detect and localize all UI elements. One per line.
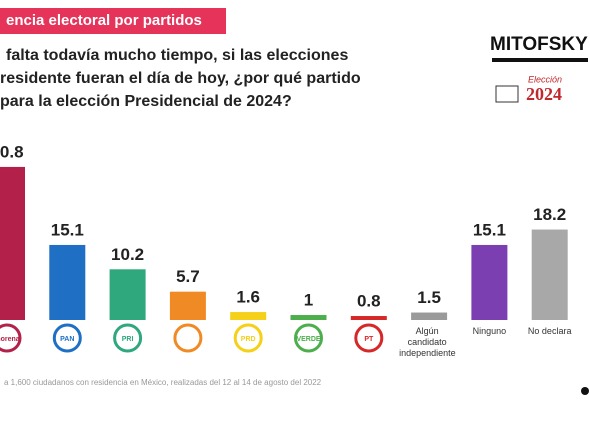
bar xyxy=(49,244,86,320)
party-logo xyxy=(52,323,82,353)
value-label: 1.6 xyxy=(236,288,260,307)
dot xyxy=(581,387,589,395)
party-logo xyxy=(113,323,143,353)
value-label: 15.1 xyxy=(51,220,84,239)
bar xyxy=(531,229,568,320)
bar xyxy=(411,312,448,320)
question-line: para la elección Presidencial de 2024? xyxy=(0,93,292,110)
bar xyxy=(350,316,387,320)
ballot-box xyxy=(495,85,519,103)
title-band xyxy=(0,8,226,34)
category-label: Ninguno xyxy=(472,326,507,336)
question-line: residente fueran el día de hoy, ¿por qué… xyxy=(0,70,361,87)
question-line: falta todavía mucho tiempo, si las elecc… xyxy=(6,47,348,64)
category-label: PRI xyxy=(122,336,134,343)
bar xyxy=(471,244,508,320)
bar xyxy=(230,312,267,320)
party-logo xyxy=(294,323,323,353)
value-label: 30.8 xyxy=(0,142,24,161)
party-logo xyxy=(354,323,384,353)
brand-year: 2024 xyxy=(526,84,562,104)
bar xyxy=(0,166,25,320)
bar xyxy=(169,291,206,320)
party-logo xyxy=(173,323,203,353)
category-label: PT xyxy=(364,336,374,343)
value-label: 1.5 xyxy=(417,288,441,307)
title: encia electoral por partidos xyxy=(6,12,202,29)
category-label: Algún candidato independiente xyxy=(399,326,456,358)
value-label: 10.2 xyxy=(111,245,144,264)
category-label: PRD xyxy=(241,336,256,343)
category-label: No declara xyxy=(527,326,572,336)
category-label: VERDE xyxy=(296,336,320,343)
brand: MITOFSKY xyxy=(490,34,588,55)
bar xyxy=(290,315,327,320)
brand-sub: Elección xyxy=(528,74,562,84)
value-label: 18.2 xyxy=(533,205,566,224)
category-label: morena xyxy=(0,336,20,343)
value-label: 1 xyxy=(304,291,313,310)
footnote: a 1,600 ciudadanos con residencia en Méx… xyxy=(4,378,322,387)
bar xyxy=(109,269,146,320)
value-label: 5.7 xyxy=(176,267,200,286)
brand-rule xyxy=(492,58,588,62)
category-label: PAN xyxy=(60,336,74,343)
value-label: 0.8 xyxy=(357,292,381,311)
party-logo xyxy=(0,323,22,353)
value-label: 15.1 xyxy=(473,220,506,239)
party-logo xyxy=(233,323,263,353)
